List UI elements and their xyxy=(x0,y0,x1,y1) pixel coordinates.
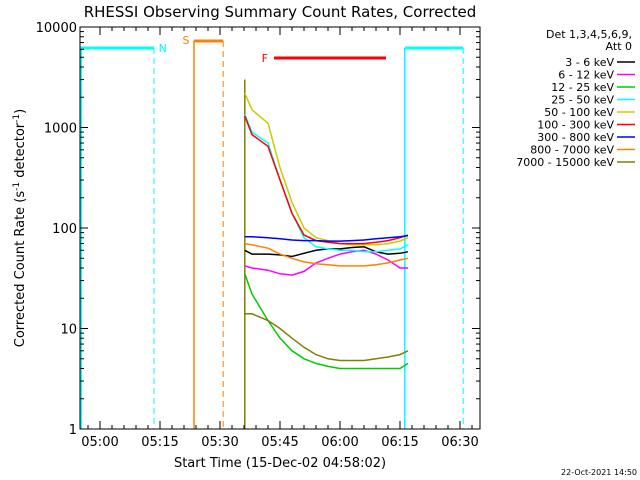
y-axis-label: Corrected Count Rate (s-1 detector-1) xyxy=(12,109,28,347)
legend-entry-label: 300 - 800 keV xyxy=(537,131,614,144)
flare-label: F xyxy=(262,52,268,65)
x-axis: 05:00 05:15 05:30 05:45 06:00 06:15 06:30 xyxy=(81,27,479,450)
y-tick-label: 10000 xyxy=(36,21,77,36)
x-tick-label: 06:15 xyxy=(381,435,418,450)
x-tick-label: 05:30 xyxy=(201,435,238,450)
y-tick-label: 1 xyxy=(69,423,77,438)
legend-entry-label: 3 - 6 keV xyxy=(565,56,614,69)
y-tick-label: 10 xyxy=(60,323,77,338)
series-line xyxy=(244,234,409,242)
legend-entry-label: 800 - 7000 keV xyxy=(530,144,614,157)
y-axis-label-sup2: -1 xyxy=(12,114,22,123)
night-label: N xyxy=(159,42,167,55)
legend-entry-label: 25 - 50 keV xyxy=(551,94,614,107)
series-line xyxy=(244,273,409,370)
legend-entry-label: 6 - 12 keV xyxy=(558,69,614,82)
y-axis-label-sup1: -1 xyxy=(12,182,22,191)
x-tick-label: 06:30 xyxy=(441,435,478,450)
x-tick-label: 05:15 xyxy=(141,435,178,450)
x-axis-label: Start Time (15-Dec-02 04:58:02) xyxy=(174,456,386,471)
y-tick-label: 100 xyxy=(52,222,77,237)
legend-entry-label: 7000 - 15000 keV xyxy=(516,156,614,169)
series-line xyxy=(244,115,409,245)
x-tick-label: 06:00 xyxy=(321,435,358,450)
footer-timestamp: 22-Oct-2021 14:50 xyxy=(561,468,637,477)
series-line xyxy=(244,242,409,267)
series-layer xyxy=(244,92,409,370)
legend-header-detectors: Det 1,3,4,5,6,9, xyxy=(546,28,632,41)
legend-entry-label: 50 - 100 keV xyxy=(544,106,614,119)
y-axis-label-mid: detector xyxy=(13,122,28,182)
chart-title: RHESSI Observing Summary Count Rates, Co… xyxy=(84,3,477,21)
y-axis: 1 10 100 1000 10000 xyxy=(36,21,480,438)
legend-header-attenuator: Att 0 xyxy=(606,40,632,53)
y-axis-label-end: ) xyxy=(13,109,28,114)
legend-entry-label: 12 - 25 keV xyxy=(551,81,614,94)
legend-entry-label: 100 - 300 keV xyxy=(537,119,614,132)
saa-label: S xyxy=(183,34,190,47)
series-line xyxy=(244,249,408,276)
x-tick-label: 05:45 xyxy=(261,435,298,450)
y-axis-label-main: Corrected Count Rate (s xyxy=(13,191,28,348)
series-line xyxy=(244,313,409,362)
y-tick-label: 1000 xyxy=(44,122,77,137)
x-tick-label: 05:00 xyxy=(81,435,118,450)
